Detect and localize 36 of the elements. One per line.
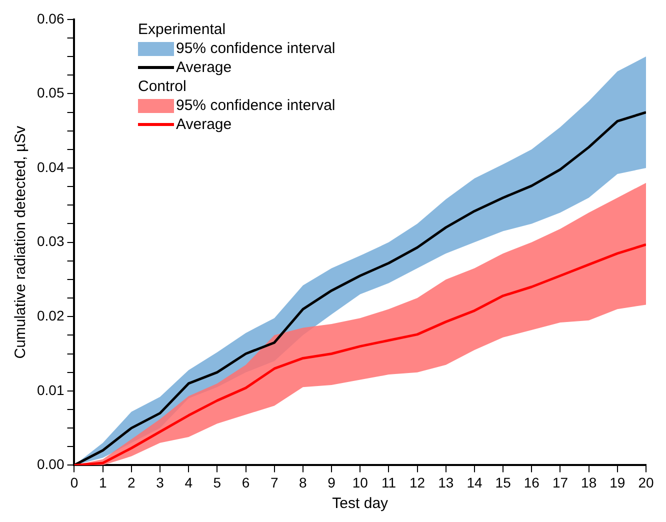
annotation: 95% confidence interval — [176, 39, 336, 58]
x-tick-label: 9 — [328, 474, 336, 490]
annotation: Experimental — [138, 20, 227, 39]
annotation: Control — [138, 77, 188, 96]
x-tick-label: 20 — [638, 474, 654, 490]
y-tick-label: 0.02 — [37, 307, 64, 324]
y-tick-label: 0.03 — [37, 233, 64, 250]
y-tick-label: 0.06 — [37, 10, 64, 26]
x-axis-title: Test day — [332, 495, 389, 512]
legend-label: Average — [176, 58, 232, 77]
x-tick-label: 15 — [495, 474, 512, 490]
y-tick-label: 0.00 — [37, 456, 64, 472]
x-tick-label: 18 — [581, 474, 597, 490]
x-tick-label: 1 — [98, 474, 107, 490]
legend-label: Average — [176, 115, 232, 134]
x-tick-label: 3 — [156, 474, 164, 490]
x-tick-label: 12 — [410, 474, 426, 490]
y-axis-title: Cumulative radiation detected, µSv — [12, 125, 30, 359]
x-tick-label: 14 — [466, 474, 482, 490]
x-tick-label: 5 — [213, 474, 222, 490]
x-tick-label: 8 — [299, 474, 308, 490]
x-tick-label: 6 — [242, 474, 250, 490]
x-tick-label: 13 — [438, 474, 454, 490]
x-tick-label: 2 — [128, 474, 136, 490]
y-tick-label: 0.04 — [37, 158, 64, 175]
x-tick-label: 19 — [610, 474, 626, 490]
x-tick-label: 0 — [70, 474, 78, 490]
x-tick-label: 7 — [270, 474, 278, 490]
x-tick-label: 16 — [524, 474, 540, 490]
x-tick-label: 4 — [184, 474, 193, 490]
x-tick-label: 17 — [552, 474, 568, 490]
y-tick-label: 0.05 — [37, 84, 64, 101]
x-tick-label: 11 — [381, 474, 396, 490]
annotation: 95% confidence interval — [176, 96, 336, 115]
x-tick-label: 10 — [352, 474, 368, 490]
y-tick-label: 0.01 — [37, 382, 64, 398]
